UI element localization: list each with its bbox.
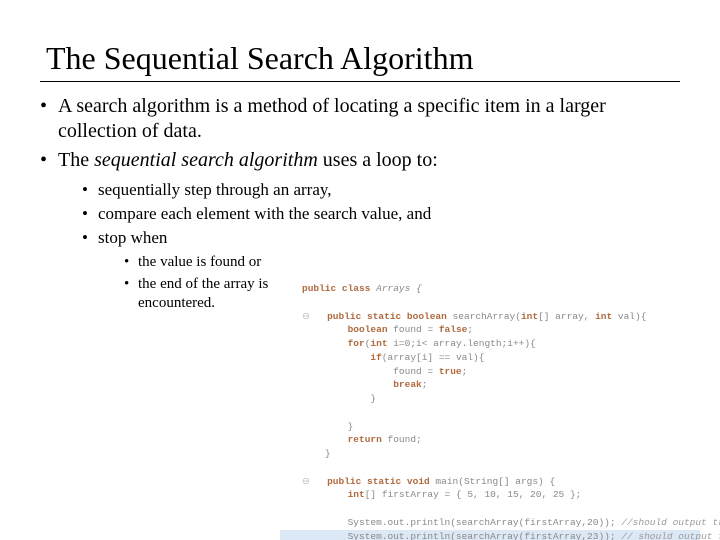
bullet-2-em: sequential search algorithm <box>94 149 318 171</box>
sub-1: sequentially step through an array, <box>82 179 680 201</box>
bullet-2-post: uses a loop to: <box>318 149 438 171</box>
bullet-1: A search algorithm is a method of locati… <box>40 94 680 144</box>
bullet-list: A search algorithm is a method of locati… <box>40 94 680 314</box>
bullet-2-pre: The <box>58 149 94 171</box>
code-snippet: public class Arrays { ⊖ public static bo… <box>280 282 700 540</box>
sub-2: compare each element with the search val… <box>82 203 680 225</box>
sub-3-text: stop when <box>98 228 167 247</box>
title-underline <box>40 81 680 82</box>
subsub-1: the value is found or <box>124 253 324 273</box>
slide: The Sequential Search Algorithm A search… <box>0 0 720 540</box>
slide-title: The Sequential Search Algorithm <box>46 40 680 77</box>
